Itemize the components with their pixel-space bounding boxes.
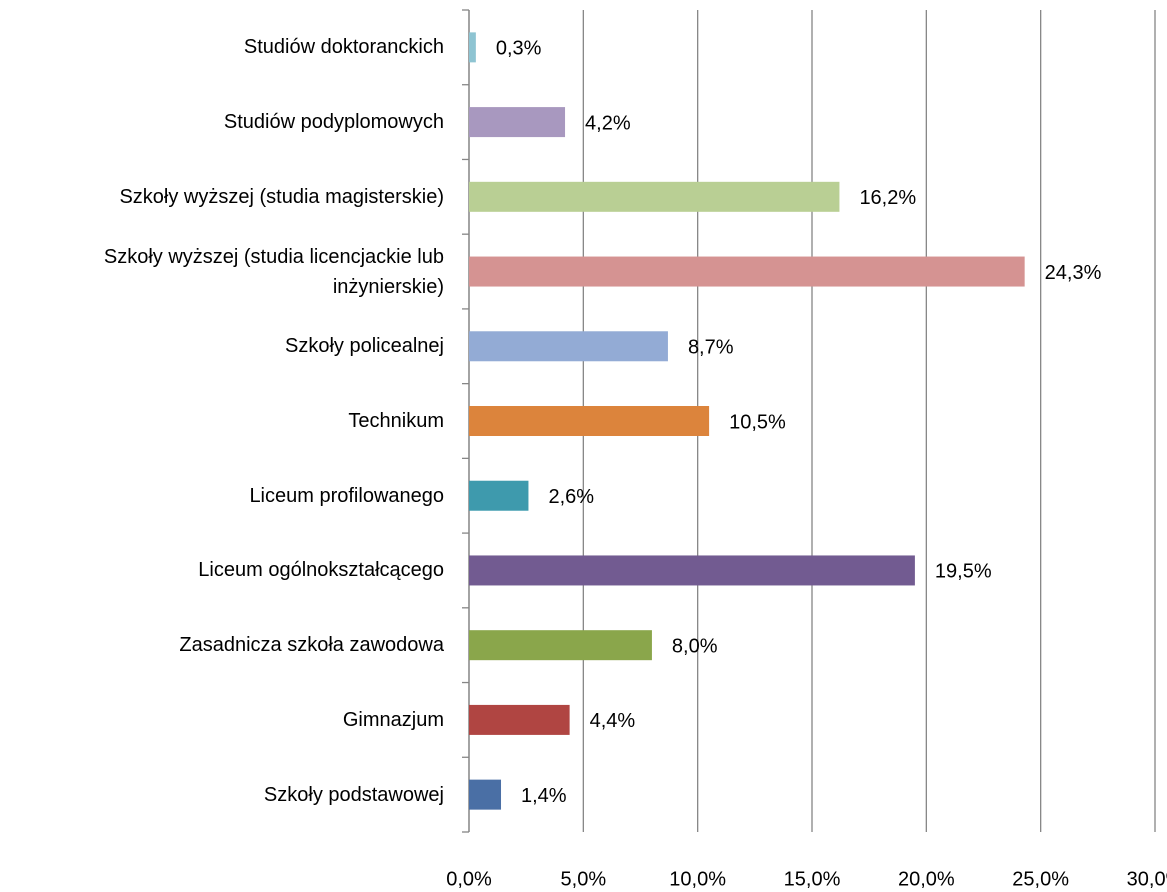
value-label: 0,3% — [496, 38, 542, 60]
value-label: 8,7% — [688, 337, 734, 359]
x-tick-label: 10,0% — [669, 868, 726, 890]
bar — [469, 630, 652, 661]
y-tick-label: Studiów doktoranckich — [243, 36, 444, 59]
y-tick-label: Zasadnicza szkoła zawodowa — [179, 634, 444, 657]
x-tick-label: 15,0% — [784, 868, 841, 890]
y-tick-label: Gimnazjum — [342, 708, 444, 731]
bar — [469, 181, 840, 212]
value-label: 8,0% — [672, 635, 718, 657]
bar — [469, 704, 570, 735]
x-tick-label: 20,0% — [898, 868, 955, 890]
x-tick-label: 30,0% — [1127, 868, 1167, 890]
value-label: 4,2% — [585, 112, 631, 134]
y-tick-label: Szkoły wyższej (studia magisterskie) — [119, 185, 444, 208]
y-tick-label: Szkoły podstawowej — [263, 783, 444, 806]
y-tick-label: Studiów podyplomowych — [223, 111, 444, 134]
y-tick-label: Liceum profilowanego — [249, 484, 444, 507]
value-label: 2,6% — [548, 486, 594, 508]
y-tick-label: Szkoły wyższej (studia licencjackie lub … — [103, 245, 444, 298]
bar — [469, 107, 566, 138]
bar — [469, 480, 529, 511]
value-label: 24,3% — [1045, 262, 1102, 284]
x-tick-label: 0,0% — [446, 868, 492, 890]
x-tick-label: 25,0% — [1012, 868, 1069, 890]
bar — [469, 32, 476, 63]
y-tick-label: Szkoły policealnej — [285, 335, 444, 358]
bar — [469, 555, 915, 586]
value-label: 4,4% — [590, 710, 636, 732]
y-tick-label: Liceum ogólnokształcącego — [198, 559, 444, 582]
bar — [469, 256, 1025, 287]
value-label: 19,5% — [935, 561, 992, 583]
bar — [469, 406, 710, 436]
value-label: 1,4% — [521, 785, 567, 807]
bar — [469, 779, 502, 810]
y-tick-label: Technikum — [348, 410, 444, 432]
value-label: 16,2% — [859, 187, 916, 209]
x-tick-label: 5,0% — [561, 868, 607, 890]
value-label: 10,5% — [729, 411, 786, 433]
bar — [469, 331, 668, 362]
